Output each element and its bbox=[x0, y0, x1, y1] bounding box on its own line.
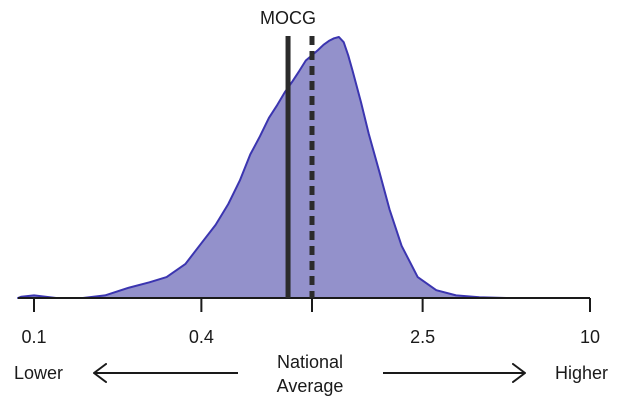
density-area bbox=[17, 36, 508, 299]
national-average-label-line2: Average bbox=[277, 376, 344, 396]
x-axis-ticks: 0.1 0.4 2.5 10 bbox=[21, 298, 600, 347]
x-tick-label: 0.4 bbox=[189, 327, 214, 347]
national-average-label-line1: National bbox=[277, 352, 343, 372]
reference-lines: MOCG bbox=[260, 8, 316, 298]
x-tick-label: 10 bbox=[580, 327, 600, 347]
direction-lower-label: Lower bbox=[14, 363, 63, 383]
x-tick-label: 0.1 bbox=[21, 327, 46, 347]
x-tick-label: 2.5 bbox=[410, 327, 435, 347]
direction-higher-label: Higher bbox=[555, 363, 608, 383]
direction-legend: Lower National Average Higher bbox=[14, 352, 608, 396]
mocg-label: MOCG bbox=[260, 8, 316, 28]
